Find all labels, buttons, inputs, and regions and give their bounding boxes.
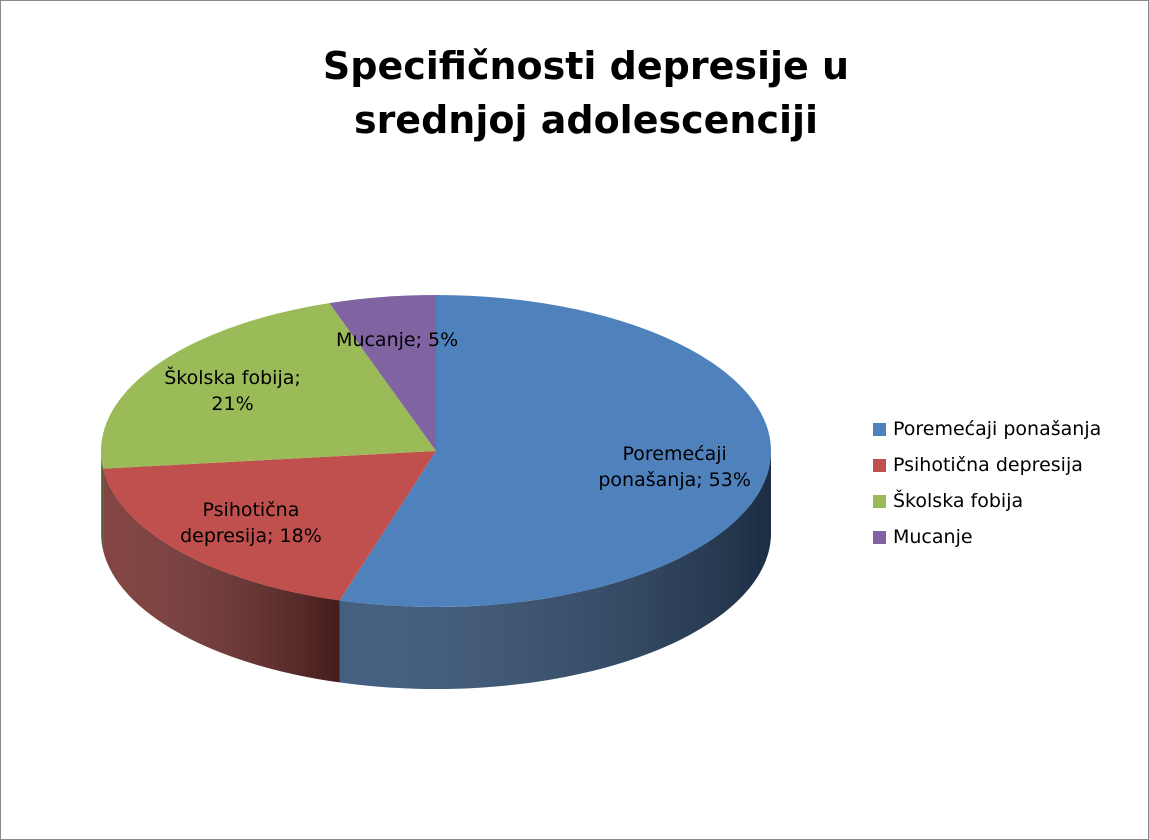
- data-label: Školska fobija; 21%: [164, 366, 301, 415]
- slice: [103, 451, 436, 601]
- legend-swatch: [873, 530, 886, 544]
- slice: [329, 295, 436, 451]
- slice-side-shade: [101, 451, 104, 551]
- legend-label: Poremećaji ponašanja: [893, 418, 1102, 440]
- legend-label: Psihotična depresija: [893, 454, 1083, 476]
- data-label: Psihotična depresija; 18%: [180, 499, 322, 548]
- legend-swatch: [873, 422, 886, 436]
- legend-item: Psihotična depresija: [873, 453, 1083, 477]
- legend-item: Mucanje: [873, 525, 973, 549]
- slice-side-shade: [339, 451, 771, 689]
- legend-swatch: [873, 458, 886, 472]
- data-label: Poremećaji ponašanja; 53%: [598, 443, 751, 492]
- slice-side-shade: [103, 468, 340, 683]
- legend-label: Mucanje: [893, 526, 973, 548]
- slice-side-shade: [339, 451, 771, 689]
- slice: [100, 303, 436, 469]
- slice: [339, 295, 772, 607]
- data-label: Mucanje; 5%: [336, 329, 459, 352]
- slice-side-shade: [101, 451, 104, 551]
- slice-side-shade: [103, 468, 340, 683]
- legend-item: Poremećaji ponašanja: [873, 417, 1101, 441]
- chart-title: Specifičnosti depresije u srednjoj adole…: [322, 44, 850, 142]
- legend-swatch: [873, 494, 886, 508]
- legend-label: Školska fobija: [893, 490, 1024, 512]
- legend-item: Školska fobija: [873, 489, 1023, 513]
